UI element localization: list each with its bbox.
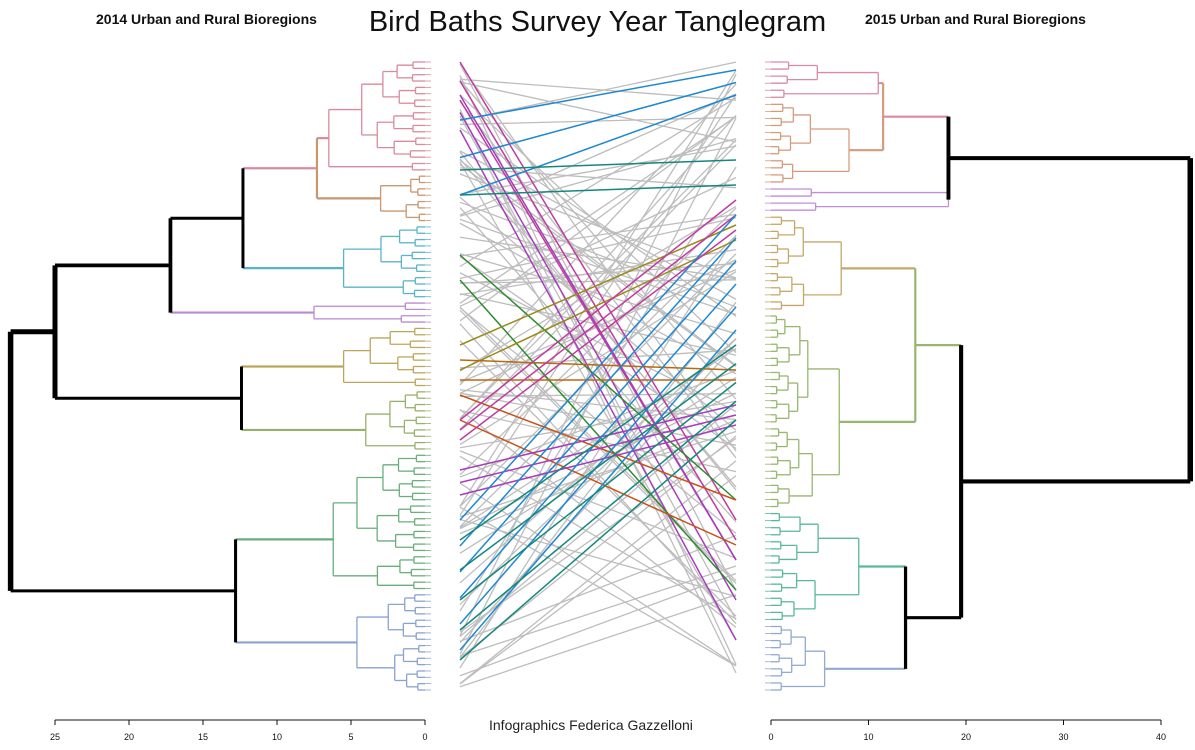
connector-line <box>459 349 737 369</box>
connector-line-highlight <box>459 214 737 431</box>
connector-line <box>459 78 737 101</box>
connector-line <box>459 213 737 257</box>
connector-line <box>459 506 737 667</box>
connector-line <box>459 572 737 677</box>
connector-line <box>459 116 737 304</box>
connector-line-highlight <box>459 279 737 591</box>
connector-line-highlight <box>459 237 737 547</box>
connector-line-highlight <box>459 184 737 196</box>
connector-line <box>459 430 737 518</box>
credit-text: Infographics Federica Gazzelloni <box>489 717 693 733</box>
left-axis-tick-label: 10 <box>272 732 282 742</box>
connector-line <box>459 127 737 317</box>
connector-line <box>459 151 737 491</box>
connector-line <box>459 163 737 367</box>
left-axis: 25 20 15 10 5 0 <box>50 719 428 742</box>
left-axis-tick-label: 25 <box>50 732 60 742</box>
connector-line <box>459 218 737 316</box>
connector-line <box>459 518 737 598</box>
chart-title: Bird Baths Survey Year Tanglegram <box>368 6 827 38</box>
connector-line <box>459 482 737 666</box>
connector-line-highlight <box>459 394 737 501</box>
connector-line <box>459 248 737 296</box>
connector-line-highlight <box>459 414 737 484</box>
left-dendrogram-title: 2014 Urban and Rural Bioregions <box>96 11 317 27</box>
right-dendrogram-title: 2015 Urban and Rural Bioregions <box>865 11 1086 27</box>
connector-line <box>459 293 737 356</box>
right-dendrogram <box>765 61 1193 691</box>
right-axis-tick-label: 20 <box>961 732 971 742</box>
connector-line <box>459 392 737 398</box>
connector-line <box>459 307 737 534</box>
connector-line <box>459 253 737 335</box>
connector-line <box>459 61 737 122</box>
connector-line-highlight <box>459 69 737 121</box>
connector-line-highlight <box>459 239 737 371</box>
connector-line <box>459 534 737 642</box>
connector-line <box>459 79 737 400</box>
connector-line-highlight <box>459 61 737 521</box>
connector-line-highlight <box>459 381 737 601</box>
connector-line <box>459 460 737 685</box>
connector-line-highlight <box>459 283 737 599</box>
left-axis-tick-label: 15 <box>198 732 208 742</box>
connector-line <box>459 138 737 217</box>
connector-line <box>459 594 737 688</box>
tangle-connectors <box>459 61 737 688</box>
connector-line <box>459 145 737 195</box>
connector-line-highlight <box>459 159 737 171</box>
connector-line <box>459 270 737 446</box>
left-axis-tick-label: 5 <box>348 732 353 742</box>
connector-line-highlight <box>459 214 737 521</box>
right-axis-tick-label: 0 <box>768 732 773 742</box>
connector-line-highlight <box>459 329 737 651</box>
connector-line <box>459 161 737 641</box>
left-dendrogram <box>7 61 431 691</box>
left-axis-tick-label: 0 <box>422 732 427 742</box>
connector-line-highlight <box>459 419 737 546</box>
connector-line <box>459 222 737 375</box>
connector-line-highlight <box>459 81 737 159</box>
connector-line-highlight <box>459 94 737 196</box>
connector-line-highlight <box>459 199 737 421</box>
connector-line <box>459 340 737 617</box>
connector-line-highlight <box>459 224 737 346</box>
connector-line <box>459 196 737 431</box>
connector-line <box>459 301 737 658</box>
connector-line <box>459 437 737 633</box>
connector-line-highlight <box>459 363 737 571</box>
connector-line <box>459 565 737 657</box>
connector-line <box>459 63 737 452</box>
connector-line-highlight <box>459 129 737 641</box>
connector-line <box>459 176 737 307</box>
connector-line <box>459 279 737 284</box>
connector-line-highlight <box>459 400 737 631</box>
connector-line <box>459 97 737 268</box>
connector-line-highlight <box>459 344 737 541</box>
left-axis-tick-label: 20 <box>124 732 134 742</box>
right-axis-tick-label: 40 <box>1156 732 1166 742</box>
connector-line <box>459 173 737 279</box>
connector-line-highlight <box>459 359 737 371</box>
connector-line <box>459 166 737 612</box>
connector-line-highlight <box>459 260 737 573</box>
connector-line-highlight <box>459 404 737 471</box>
connector-line-highlight <box>459 419 737 661</box>
connector-line <box>459 81 737 143</box>
connector-line <box>459 150 737 300</box>
connector-line <box>459 70 737 507</box>
right-axis: 0 10 20 30 40 <box>768 719 1166 742</box>
connector-line-highlight <box>459 306 737 625</box>
connector-line-highlight <box>459 424 737 496</box>
connector-line <box>459 116 737 126</box>
connector-line <box>459 217 737 279</box>
connector-line <box>459 475 737 685</box>
right-axis-tick-label: 10 <box>863 732 873 742</box>
right-axis-tick-label: 30 <box>1058 732 1068 742</box>
